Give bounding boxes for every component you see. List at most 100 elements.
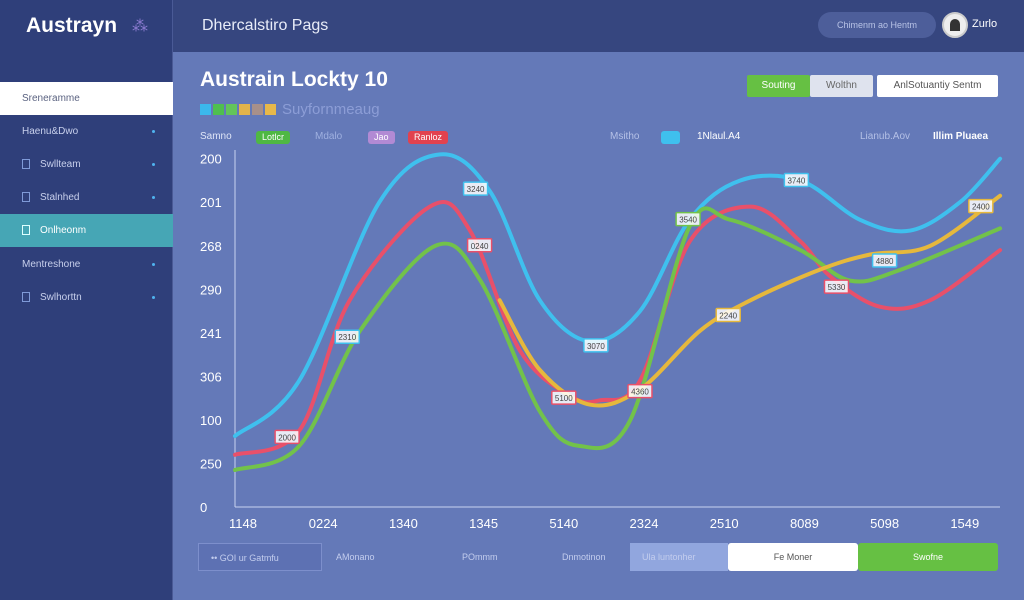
data-label-box <box>551 390 577 405</box>
x-tick-label: 1340 <box>389 516 418 531</box>
x-tick-label: 5098 <box>870 516 899 531</box>
sidebar-item-label: Sreneramme <box>22 93 80 104</box>
sidebar-item-label: Onlheonm <box>40 225 87 236</box>
bottom-tab-0[interactable]: •• GOI ur Gatmfu <box>198 543 322 571</box>
legend-pill-red[interactable]: Ranloz <box>408 131 449 144</box>
legend-label: Lianub.Aov <box>860 131 911 142</box>
segment-button[interactable]: Wolthn <box>810 75 873 97</box>
x-tick-label: 1345 <box>469 516 498 531</box>
y-tick-label: 306 <box>200 369 222 384</box>
data-label-box <box>715 307 741 323</box>
sidebar-item-label: Swlhorttn <box>40 292 82 303</box>
search-input[interactable]: Chimenm ao Hentm <box>818 12 936 38</box>
legend-pill-purple[interactable]: Jao <box>368 131 395 144</box>
legend-label: Msitho <box>610 131 640 142</box>
sidebar-item-0[interactable]: Sreneramme <box>0 82 173 115</box>
color-swatches <box>200 104 276 115</box>
data-label: 4880 <box>876 257 894 266</box>
dot-icon <box>152 163 155 166</box>
chevron-icon <box>152 130 155 133</box>
data-label: 3240 <box>467 185 485 194</box>
legend-swatch-blue <box>661 131 680 144</box>
series-line-blue <box>232 152 1003 439</box>
document-icon <box>22 292 30 303</box>
data-label-box <box>466 238 493 253</box>
data-label: 2310 <box>338 333 356 342</box>
action-button[interactable]: AnlSotuantiy Sentm <box>877 75 998 97</box>
sidebar-item-5[interactable]: Mentreshone <box>0 248 173 281</box>
data-label-box <box>871 253 898 268</box>
user-name[interactable]: Zurlo <box>972 18 998 30</box>
y-tick-label: 268 <box>200 239 222 254</box>
sidebar-item-label: Stalnhed <box>40 192 80 203</box>
sidebar-item-1[interactable]: Haenu&Dwo <box>0 115 173 148</box>
x-tick-label: 0224 <box>309 516 338 531</box>
data-label-box <box>823 279 850 294</box>
x-tick-label: 8089 <box>790 516 819 531</box>
series-line-red <box>232 200 1003 457</box>
data-label: 2400 <box>972 203 990 212</box>
document-icon <box>22 192 30 203</box>
data-label-box <box>334 329 361 344</box>
y-tick-label: 200 <box>200 152 222 167</box>
data-label-box <box>783 172 810 188</box>
data-label-box <box>274 429 300 445</box>
chart-subtitle: Suyfornmeaug <box>282 101 380 118</box>
y-tick-label: 100 <box>200 413 222 428</box>
legend-value: 1Nlaul.A4 <box>697 131 741 142</box>
x-tick-label: 1549 <box>950 516 979 531</box>
data-label: 3740 <box>787 176 805 185</box>
swatch <box>239 104 250 115</box>
swatch <box>252 104 263 115</box>
x-tick-label: 2324 <box>630 516 659 531</box>
avatar[interactable] <box>942 12 968 38</box>
swatch <box>265 104 276 115</box>
swatch <box>226 104 237 115</box>
app-logo: Austrayn <box>26 14 118 37</box>
data-label: 2240 <box>719 311 737 320</box>
data-label: 5330 <box>828 283 846 292</box>
bottom-tab-5[interactable]: Fe Moner <box>728 543 858 571</box>
sidebar-item-4[interactable]: Onlheonm <box>0 214 173 247</box>
data-label: 3070 <box>587 342 605 351</box>
bottom-tab-3[interactable]: Dnmotinon <box>562 552 606 562</box>
data-label-box <box>462 181 489 196</box>
data-label: 3540 <box>679 216 697 225</box>
y-tick-label: 201 <box>200 195 222 210</box>
data-label: 4360 <box>631 388 649 397</box>
sidebar-item-3[interactable]: Stalnhed <box>0 181 173 214</box>
data-label: 0240 <box>471 242 489 251</box>
series-line-green <box>232 206 1003 472</box>
data-label-box <box>627 383 653 399</box>
data-label-box <box>583 338 609 353</box>
sidebar-item-label: Mentreshone <box>22 259 81 270</box>
y-tick-label: 290 <box>200 282 222 297</box>
bottom-tab-1[interactable]: AMonano <box>336 552 375 562</box>
sidebar-item-2[interactable]: Swllteam <box>0 148 173 181</box>
x-tick-label: 5140 <box>549 516 578 531</box>
x-tick-label: 1148 <box>229 516 257 531</box>
dot-icon <box>152 296 155 299</box>
sidebar-item-6[interactable]: Swlhorttn <box>0 281 173 314</box>
legend-value: Illim Pluaea <box>933 131 989 142</box>
swatch <box>213 104 224 115</box>
page-heading: Dhercalstiro Pags <box>202 17 329 34</box>
bottom-tab-2[interactable]: POmmm <box>462 552 498 562</box>
bottom-tab-6[interactable]: Swofne <box>858 543 998 571</box>
data-label-box <box>968 198 994 214</box>
legend-label: Samno <box>200 131 232 142</box>
segment-button-active[interactable]: Souting <box>747 75 810 97</box>
legend-pill-green[interactable]: Lotlcr <box>256 131 291 144</box>
document-icon <box>22 159 30 170</box>
document-icon <box>22 225 30 236</box>
y-tick-label: 241 <box>200 326 222 341</box>
x-tick-label: 2510 <box>710 516 739 531</box>
sidebar-item-label: Haenu&Dwo <box>22 126 79 137</box>
data-label: 5100 <box>555 394 573 403</box>
bottom-tab-4[interactable]: Ula luntonher <box>630 543 728 571</box>
swatch <box>200 104 211 115</box>
data-label-box <box>675 211 701 227</box>
dot-icon <box>152 263 155 266</box>
legend-label: Mdalo <box>315 131 343 142</box>
